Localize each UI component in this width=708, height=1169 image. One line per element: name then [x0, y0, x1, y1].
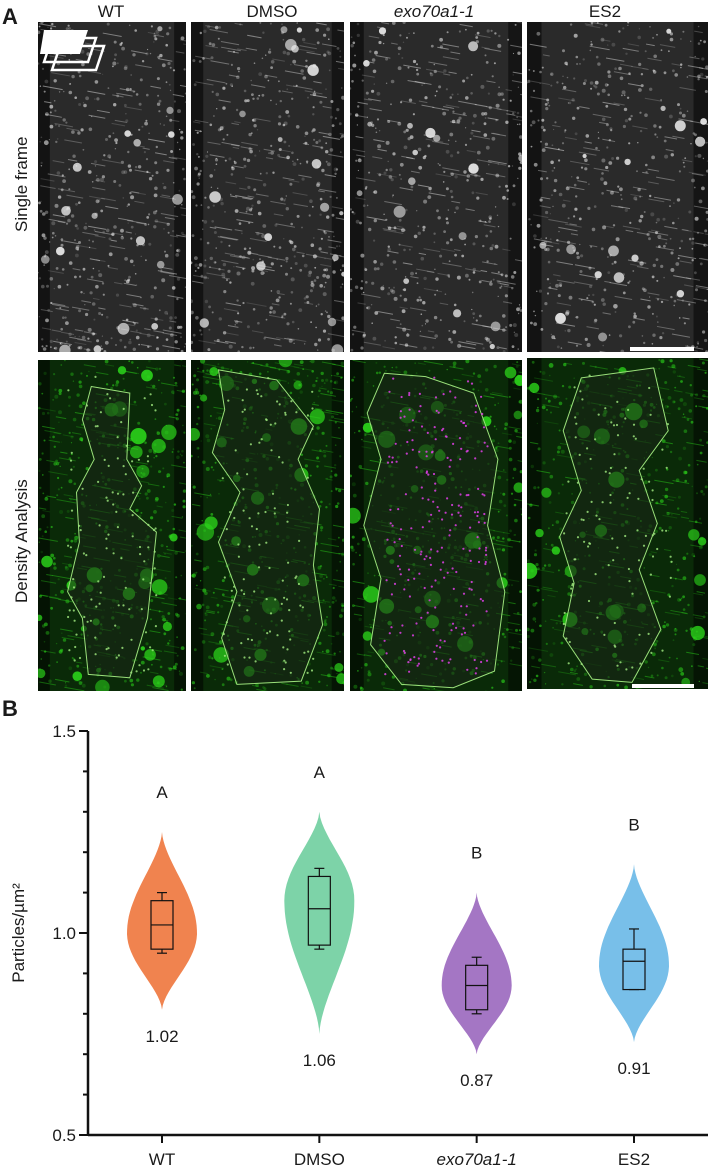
- violin-3: [599, 864, 669, 1043]
- mean-value-label: 1.06: [303, 1051, 336, 1070]
- micrograph-single-es2: [527, 22, 708, 352]
- mean-value-label: 0.87: [460, 1071, 493, 1090]
- mean-value-label: 1.02: [145, 1027, 178, 1046]
- violin-0: [127, 832, 197, 1010]
- violin-chart: 0.5 1.0 1.5 Particles/µm² WT DMSO exo70a1-1 ES2…: [9, 722, 708, 1169]
- x-tick-label: DMSO: [294, 1150, 345, 1169]
- micrograph-density-wt: [38, 360, 186, 691]
- box-2: [465, 964, 489, 1011]
- column-header-dmso: DMSO: [246, 2, 298, 21]
- row-label-density-analysis: Density Analysis: [12, 479, 31, 603]
- violin-2: [441, 892, 512, 1055]
- panel-b-letter: B: [2, 696, 18, 721]
- panel-a-letter: A: [2, 4, 18, 29]
- y-tick-label: 1.5: [52, 722, 76, 741]
- x-tick-label: WT: [149, 1150, 175, 1169]
- significance-letter: B: [628, 815, 639, 834]
- scale-bar-bottom: [632, 684, 694, 688]
- stack-frames-icon: [40, 26, 110, 78]
- box-1: [307, 875, 331, 946]
- scale-bar-top: [630, 347, 694, 351]
- significance-letter: A: [156, 783, 168, 802]
- micrograph-single-dmso: [191, 22, 344, 352]
- violin-1: [284, 811, 355, 1034]
- mean-value-label: 0.91: [617, 1059, 650, 1078]
- column-header-wt: WT: [97, 2, 125, 21]
- column-header-exo70a1-1: exo70a1-1: [393, 2, 475, 21]
- significance-letter: A: [314, 763, 326, 782]
- x-tick-label: exo70a1-1: [436, 1150, 516, 1169]
- x-tick-label: ES2: [618, 1150, 650, 1169]
- y-tick-label: 1.0: [52, 924, 76, 943]
- micrograph-density-dmso: [191, 360, 344, 691]
- y-tick-label: 0.5: [52, 1126, 76, 1145]
- box-3: [622, 948, 646, 991]
- micrograph-density-es2: [527, 358, 708, 689]
- micrograph-single-exo70a1-1: [350, 22, 522, 352]
- y-axis-label: Particles/µm²: [9, 883, 28, 983]
- micrograph-single-wt: [38, 22, 186, 352]
- significance-letter: B: [471, 844, 482, 863]
- row-label-single-frame: Single frame: [12, 136, 31, 232]
- micrograph-density-exo70a1-1: [350, 360, 522, 691]
- column-header-es2: ES2: [588, 2, 622, 21]
